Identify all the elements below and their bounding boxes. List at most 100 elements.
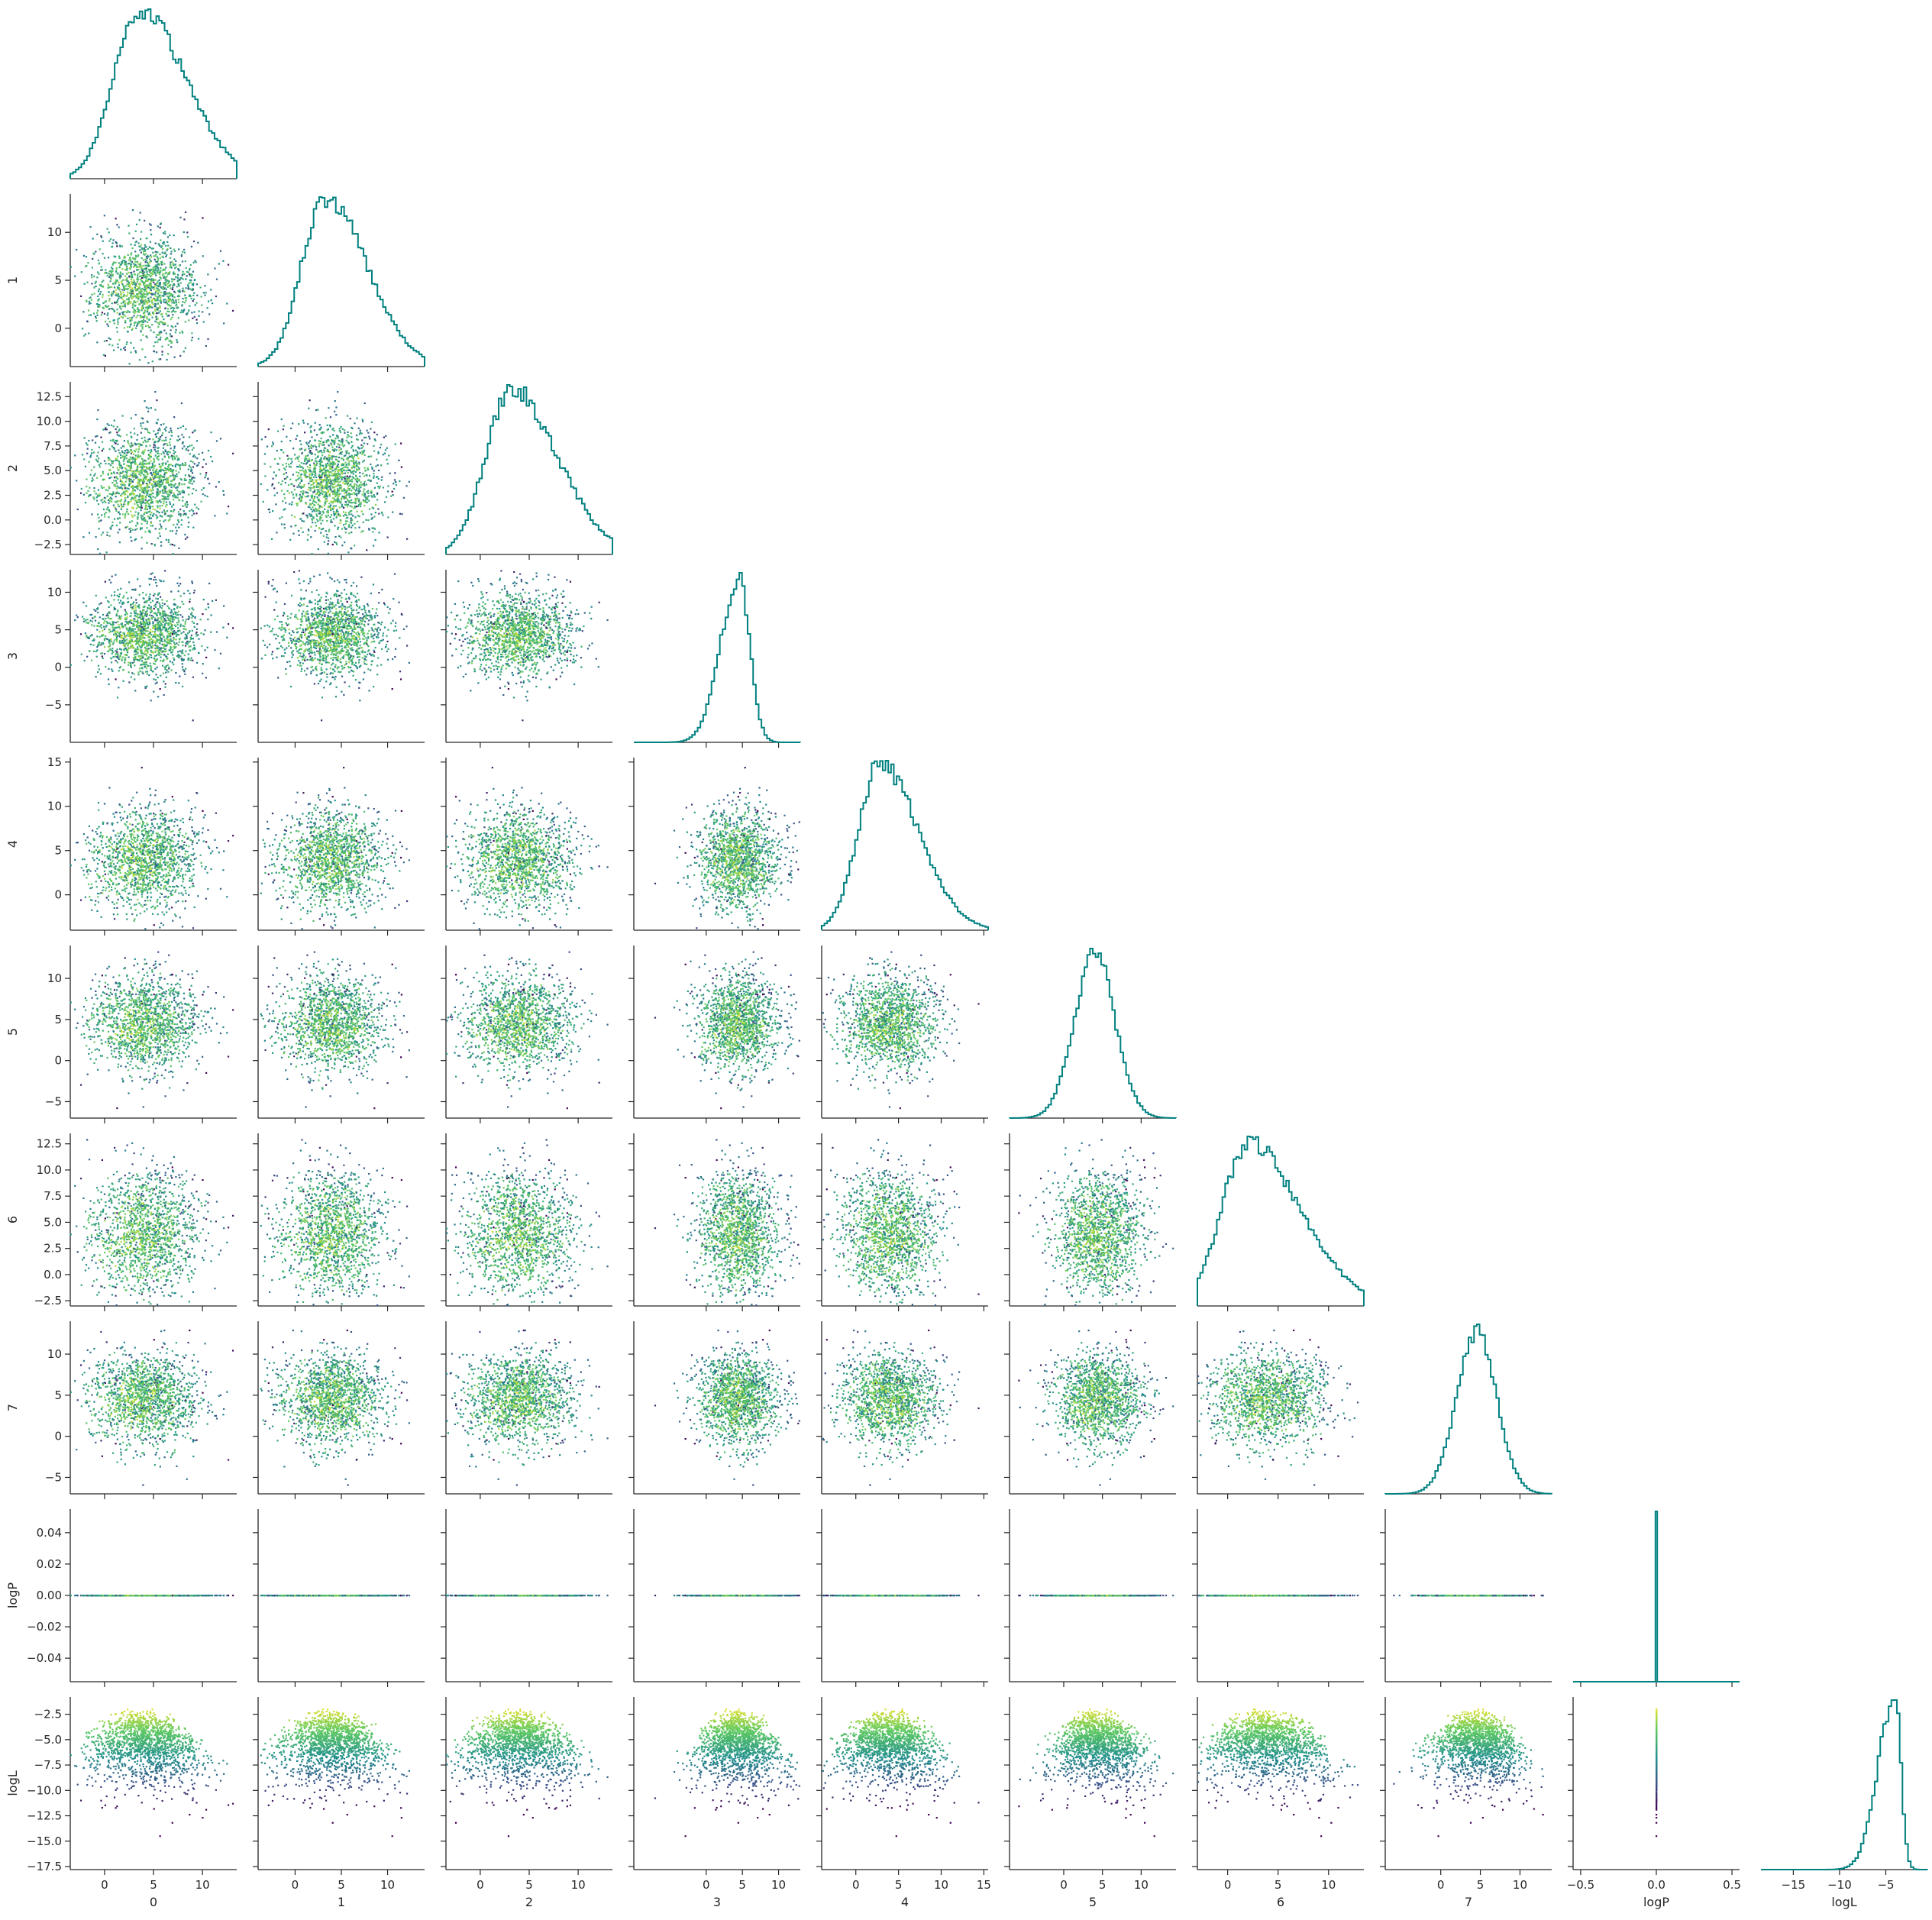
scatter-point	[89, 456, 91, 457]
scatter-point	[163, 318, 164, 320]
scatter-point	[143, 461, 144, 462]
scatter-point	[99, 447, 100, 448]
scatter-point	[165, 506, 166, 507]
scatter-point	[170, 308, 172, 309]
scatter-point	[152, 463, 153, 464]
scatter-point	[142, 462, 144, 464]
scatter-point	[160, 491, 161, 493]
scatter-point	[86, 493, 87, 494]
scatter-point	[189, 305, 190, 307]
scatter-point	[108, 509, 109, 511]
scatter-point	[160, 296, 161, 298]
scatter-point	[183, 514, 184, 516]
scatter-point	[186, 231, 188, 233]
scatter-point	[137, 324, 138, 325]
scatter-point	[150, 269, 152, 270]
scatter-point	[141, 328, 143, 329]
scatter-point	[113, 505, 115, 506]
scatter-point	[108, 295, 109, 296]
scatter-point	[119, 522, 121, 523]
scatter-point	[192, 289, 193, 290]
scatter-point	[218, 263, 220, 264]
scatter-point	[178, 435, 179, 437]
scatter-point	[170, 257, 171, 259]
scatter-point	[98, 489, 99, 490]
scatter-point	[166, 250, 168, 251]
scatter-point	[141, 509, 142, 511]
scatter-point	[119, 274, 121, 276]
scatter-point	[163, 330, 165, 331]
scatter-point	[105, 321, 106, 322]
scatter-point	[118, 506, 120, 507]
scatter-point	[162, 346, 163, 347]
scatter-point	[157, 326, 159, 328]
scatter-point	[99, 466, 101, 467]
scatter-point	[163, 423, 164, 425]
scatter-point	[140, 330, 141, 331]
scatter-point	[179, 217, 181, 218]
scatter-point	[159, 464, 160, 465]
scatter-point	[203, 292, 205, 293]
scatter-point	[118, 449, 119, 451]
scatter-point	[128, 451, 130, 453]
scatter-point	[136, 286, 137, 287]
scatter-point	[183, 483, 185, 485]
scatter-point	[159, 254, 160, 255]
scatter-point	[157, 285, 159, 286]
scatter-point	[134, 529, 136, 531]
scatter-point	[148, 312, 150, 313]
scatter-point	[173, 284, 175, 286]
scatter-point	[176, 341, 178, 343]
scatter-point	[93, 286, 95, 288]
scatter-point	[124, 322, 126, 323]
scatter-point	[142, 422, 144, 424]
scatter-point	[143, 464, 144, 466]
scatter-point	[160, 424, 162, 425]
scatter-point	[93, 490, 95, 492]
scatter-point	[117, 319, 118, 321]
scatter-point	[136, 495, 137, 496]
scatter-point	[76, 480, 77, 481]
scatter-point	[136, 528, 137, 529]
scatter-point	[177, 440, 179, 441]
scatter-point	[170, 293, 172, 295]
scatter-point	[160, 223, 161, 225]
scatter-point	[117, 518, 118, 519]
scatter-point	[185, 287, 186, 289]
scatter-point	[168, 464, 170, 466]
scatter-point	[106, 509, 108, 510]
scatter-point	[143, 284, 144, 286]
scatter-point	[163, 299, 164, 301]
scatter-point	[108, 291, 109, 293]
scatter-point	[141, 288, 143, 289]
scatter-point	[144, 302, 145, 303]
scatter-point	[148, 504, 150, 506]
scatter-point	[192, 483, 193, 484]
scatter-point	[166, 313, 167, 315]
scatter-point	[126, 289, 128, 290]
scatter-point	[147, 273, 148, 275]
scatter-point	[164, 285, 166, 286]
scatter-point	[134, 288, 136, 289]
scatter-point	[160, 313, 162, 315]
scatter-point	[153, 282, 154, 283]
scatter-point	[106, 340, 108, 341]
scatter-point	[186, 275, 188, 276]
scatter-point	[131, 467, 132, 469]
scatter-point	[141, 302, 142, 303]
scatter-point	[160, 338, 161, 340]
scatter-point	[122, 317, 124, 318]
scatter-point	[128, 280, 129, 282]
scatter-point	[147, 487, 148, 489]
scatter-point	[141, 523, 142, 525]
scatter-point	[134, 322, 136, 323]
scatter-point	[137, 315, 138, 316]
scatter-point	[117, 273, 118, 274]
scatter-point	[150, 283, 151, 284]
scatter-point	[173, 499, 174, 500]
scatter-point	[192, 271, 194, 273]
scatter-point	[95, 473, 96, 474]
scatter-point	[162, 248, 163, 250]
scatter-point	[129, 326, 131, 328]
scatter-point	[128, 513, 129, 515]
